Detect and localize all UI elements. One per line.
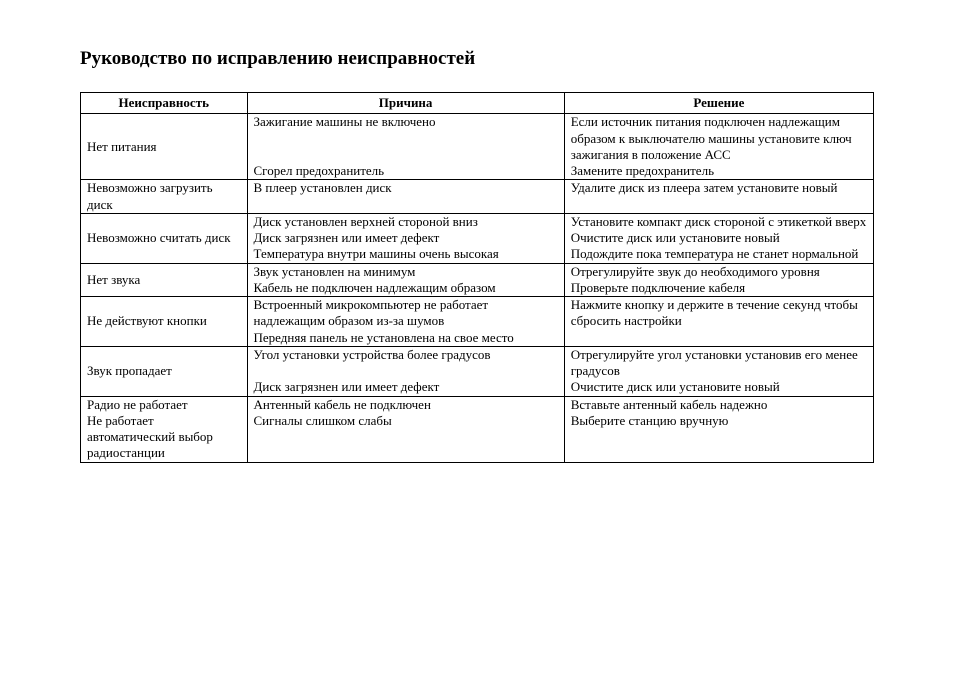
- col-header-fault: Неисправность: [81, 93, 248, 114]
- page-title: Руководство по исправлению неисправносте…: [80, 48, 874, 70]
- cause-cell: Диск установлен верхней стороной вниз: [247, 213, 564, 230]
- cause-cell: Зажигание машины не включено: [247, 114, 564, 163]
- col-header-cause: Причина: [247, 93, 564, 114]
- cause-cell: Сгорел предохранитель: [247, 163, 564, 180]
- fault-cell: Звук пропадает: [81, 346, 248, 396]
- solution-cell: Если источник питания подключен надлежащ…: [564, 114, 873, 163]
- cause-cell: Кабель не подключен надлежащим образом: [247, 280, 564, 297]
- table-header-row: Неисправность Причина Решение: [81, 93, 874, 114]
- table-row: Не действуют кнопкиВстроенный микрокомпь…: [81, 297, 874, 330]
- solution-cell: Замените предохранитель: [564, 163, 873, 180]
- solution-cell: Выберите станцию вручную: [564, 413, 873, 462]
- solution-cell: Подождите пока температура не станет нор…: [564, 246, 873, 263]
- col-header-solution: Решение: [564, 93, 873, 114]
- fault-cell: Невозможно считать диск: [81, 213, 248, 263]
- cause-cell: В плеер установлен диск: [247, 180, 564, 214]
- cause-cell: Антенный кабель не подключен: [247, 396, 564, 413]
- table-row: Не работает автоматический выбор радиост…: [81, 413, 874, 462]
- cause-cell: Диск загрязнен или имеет дефект: [247, 379, 564, 396]
- fault-cell: Не работает автоматический выбор радиост…: [81, 413, 248, 462]
- cause-cell: Диск загрязнен или имеет дефект: [247, 230, 564, 246]
- solution-cell: Очистите диск или установите новый: [564, 379, 873, 396]
- fault-cell: Нет звука: [81, 263, 248, 297]
- solution-cell: Удалите диск из плеера затем установите …: [564, 180, 873, 214]
- fault-cell: Не действуют кнопки: [81, 297, 248, 347]
- fault-cell: Радио не работает: [81, 396, 248, 413]
- table-row: Нет питанияЗажигание машины не включеноЕ…: [81, 114, 874, 163]
- solution-cell: Отрегулируйте звук до необходимого уровн…: [564, 263, 873, 280]
- cause-cell: Встроенный микрокомпьютер не работает на…: [247, 297, 564, 330]
- cause-cell: Передняя панель не установлена на свое м…: [247, 330, 564, 347]
- cause-cell: Звук установлен на минимум: [247, 263, 564, 280]
- cause-cell: Температура внутри машины очень высокая: [247, 246, 564, 263]
- table-row: Невозможно загрузить дискВ плеер установ…: [81, 180, 874, 214]
- solution-cell: Очистите диск или установите новый: [564, 230, 873, 246]
- solution-cell: Проверьте подключение кабеля: [564, 280, 873, 297]
- table-row: Звук пропадаетУгол установки устройства …: [81, 346, 874, 379]
- troubleshooting-table: Неисправность Причина Решение Нет питани…: [80, 92, 874, 463]
- table-row: Радио не работаетАнтенный кабель не подк…: [81, 396, 874, 413]
- cause-cell: Сигналы слишком слабы: [247, 413, 564, 462]
- solution-cell: Установите компакт диск стороной с этике…: [564, 213, 873, 230]
- cause-cell: Угол установки устройства более градусов: [247, 346, 564, 379]
- solution-cell: Вставьте антенный кабель надежно: [564, 396, 873, 413]
- solution-cell: Нажмите кнопку и держите в течение секун…: [564, 297, 873, 330]
- solution-cell: Отрегулируйте угол установки установив е…: [564, 346, 873, 379]
- table-row: Невозможно считать дискДиск установлен в…: [81, 213, 874, 230]
- table-row: Нет звукаЗвук установлен на минимумОтрег…: [81, 263, 874, 280]
- solution-cell: [564, 330, 873, 347]
- fault-cell: Невозможно загрузить диск: [81, 180, 248, 214]
- fault-cell: Нет питания: [81, 114, 248, 180]
